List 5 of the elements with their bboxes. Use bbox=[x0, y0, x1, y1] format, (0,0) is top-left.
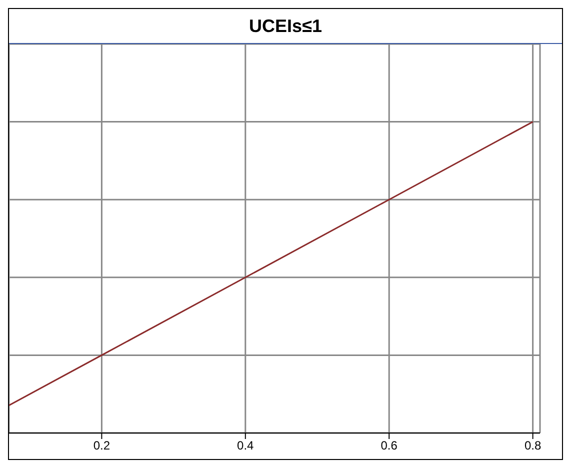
x-tick-label: 0.4 bbox=[237, 438, 254, 453]
chart-title: UCEIs≤1 bbox=[9, 9, 562, 44]
x-tick-label: 0.2 bbox=[93, 438, 110, 453]
x-tick-label: 0.8 bbox=[524, 438, 542, 453]
x-tick-label: 0.6 bbox=[380, 438, 398, 453]
